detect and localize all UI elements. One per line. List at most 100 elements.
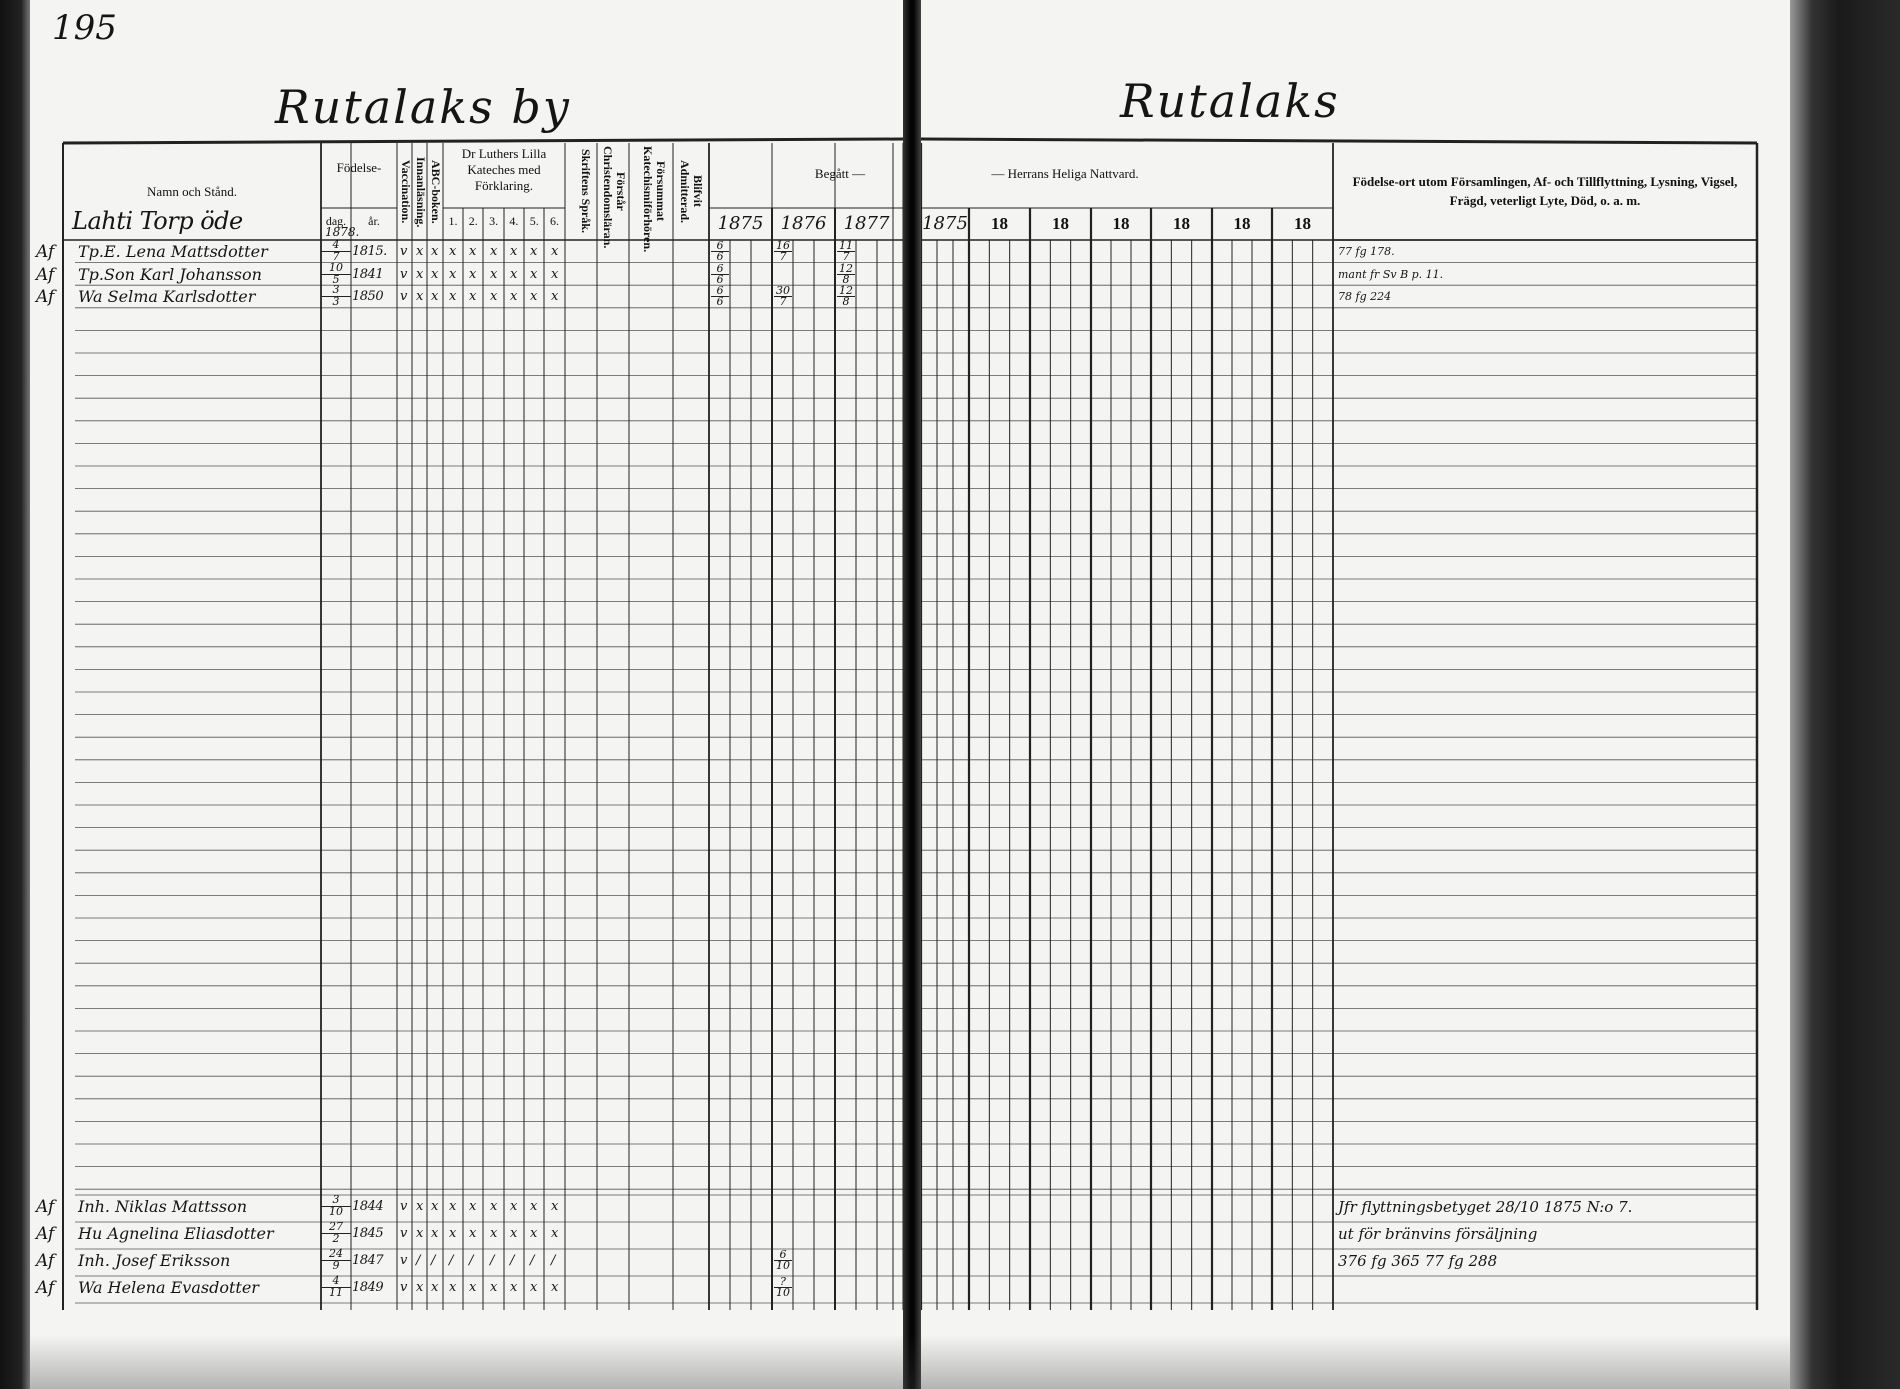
page-edge-shadow xyxy=(30,1335,1790,1389)
entry-check-mark: x xyxy=(510,289,518,305)
header-vaccination: Vaccination. xyxy=(399,160,413,224)
entry-note: ut för bränvins försäljning xyxy=(1338,1225,1538,1243)
header-luther-part: 5. xyxy=(529,214,539,228)
household-year: 1878. xyxy=(325,225,360,239)
entry-check-mark: x xyxy=(510,1199,518,1214)
left-page-title: Rutalaks by xyxy=(275,80,571,134)
entry-birth-year: 1844 xyxy=(352,1199,384,1214)
entry-check-mark: x xyxy=(416,289,424,305)
entry-margin-mark: Af xyxy=(36,242,55,262)
entry-check-mark: x xyxy=(510,1226,518,1241)
entry-name: Hu Agnelina Eliasdotter xyxy=(78,1224,274,1243)
entry-check-mark: x xyxy=(490,266,498,282)
communion-day: 11 xyxy=(839,239,853,252)
entry-check-mark: / xyxy=(530,1253,535,1268)
entry-margin-mark: Af xyxy=(36,1224,55,1244)
entry-birth-month: 9 xyxy=(321,1260,351,1271)
grid-line xyxy=(920,137,1758,145)
entry-check-mark: / xyxy=(449,1253,454,1268)
header-birth-day: dag. xyxy=(325,214,347,228)
entry-check-mark: x xyxy=(416,1226,424,1241)
entry-check-mark: x xyxy=(490,289,498,305)
header-luther-part: 3. xyxy=(489,214,499,228)
entry-check-mark: x xyxy=(431,1226,439,1241)
entry-birth-year: 1845 xyxy=(352,1226,384,1241)
entry-check-mark: x xyxy=(551,1199,559,1214)
communion-month: 10 xyxy=(774,1259,792,1272)
communion-day: 6 xyxy=(716,239,724,252)
entry-check-mark: v xyxy=(400,1199,408,1214)
entry-check-mark: x xyxy=(530,1199,538,1214)
header-reading: Innanläsning. xyxy=(414,156,428,228)
communion-day: 16 xyxy=(776,239,790,252)
entry-birth-year: 1847 xyxy=(352,1253,384,1268)
header-nattvard: — Herrans Heliga Nattvard. xyxy=(991,166,1139,181)
header-luther-part: 4. xyxy=(509,214,519,228)
entry-birth-month: 3 xyxy=(321,296,351,307)
entry-check-mark: x xyxy=(416,1280,424,1295)
entry-check-mark: x xyxy=(551,1280,559,1295)
entry-check-mark: / xyxy=(510,1253,515,1268)
entry-check-mark: v xyxy=(400,266,408,282)
entry-check-mark: x xyxy=(449,1226,457,1241)
header-luther-part: 1. xyxy=(448,214,458,228)
entry-birth-month: 2 xyxy=(321,1233,351,1244)
entry-birth-day: 10 xyxy=(329,260,343,274)
year-header: 1875 xyxy=(922,213,968,234)
entry-note: 77 fg 178. xyxy=(1338,245,1395,258)
entry-birth-month: 7 xyxy=(321,251,351,262)
entry-margin-mark: Af xyxy=(36,1197,55,1217)
book-gutter xyxy=(903,0,921,1389)
entry-check-mark: x xyxy=(449,1199,457,1214)
communion-month: 6 xyxy=(711,296,729,307)
entry-check-mark: x xyxy=(469,1226,477,1241)
entry-check-mark: x xyxy=(490,1280,498,1295)
entry-birth-month: 5 xyxy=(321,273,351,285)
entry-birth-day: 4 xyxy=(332,1274,340,1287)
communion-month: 6 xyxy=(711,273,729,285)
communion-day: 6 xyxy=(716,261,724,275)
entry-check-mark: x xyxy=(510,266,518,282)
header-admitted: Blifvit Admitterad. xyxy=(678,159,705,223)
entry-check-mark: x xyxy=(431,266,439,282)
entry-margin-mark: Af xyxy=(36,1278,55,1298)
entry-check-mark: x xyxy=(416,266,424,282)
entry-check-mark: v xyxy=(400,1226,408,1241)
year-header: 18 xyxy=(1052,214,1069,233)
entry-check-mark: x xyxy=(490,1199,498,1214)
entry-name: Inh. Niklas Mattsson xyxy=(78,1197,248,1216)
entry-name: Tp.E. Lena Mattsdotter xyxy=(78,242,268,261)
entry-check-mark: x xyxy=(551,289,559,305)
entry-margin-mark: Af xyxy=(36,1251,55,1271)
communion-day: 12 xyxy=(839,284,853,298)
entry-birth-day: 4 xyxy=(332,238,340,251)
entry-check-mark: x xyxy=(449,1280,457,1295)
entry-check-mark: x xyxy=(416,1199,424,1214)
header-notes: Födelse-ort utom Församlingen, Af- och T… xyxy=(1352,174,1738,208)
communion-month: 7 xyxy=(837,251,855,262)
entry-note: 78 fg 224 xyxy=(1338,290,1392,304)
entry-check-mark: x xyxy=(530,266,538,282)
header-name: Namn och Stånd. xyxy=(147,184,237,199)
entry-margin-mark: Af xyxy=(36,264,55,285)
communion-day: 6 xyxy=(716,284,724,298)
entry-check-mark: x xyxy=(551,266,559,282)
book-binding-right xyxy=(1790,0,1900,1389)
entry-name: Tp.Son Karl Johansson xyxy=(78,264,262,284)
entry-birth-day: 3 xyxy=(332,283,340,297)
entry-note: Jfr flyttningsbetyget 28/10 1875 N:o 7. xyxy=(1338,1198,1633,1216)
entry-check-mark: x xyxy=(431,289,439,305)
header-begatt: Begått — xyxy=(814,166,866,181)
communion-day: ? xyxy=(780,1275,786,1288)
header-understands: Förstår Christendomsläran. xyxy=(601,146,628,249)
entry-check-mark: / xyxy=(551,1253,556,1268)
entry-check-mark: x xyxy=(530,1280,538,1295)
entry-name: Wa Helena Evasdotter xyxy=(78,1278,259,1297)
communion-month: 10 xyxy=(774,1286,792,1299)
communion-day: 30 xyxy=(776,284,790,298)
entry-birth-year: 1849 xyxy=(352,1280,384,1295)
entry-check-mark: v xyxy=(400,244,408,259)
communion-day: 6 xyxy=(779,1248,787,1261)
communion-month: 7 xyxy=(774,251,792,262)
year-header: 1875 xyxy=(717,213,764,234)
